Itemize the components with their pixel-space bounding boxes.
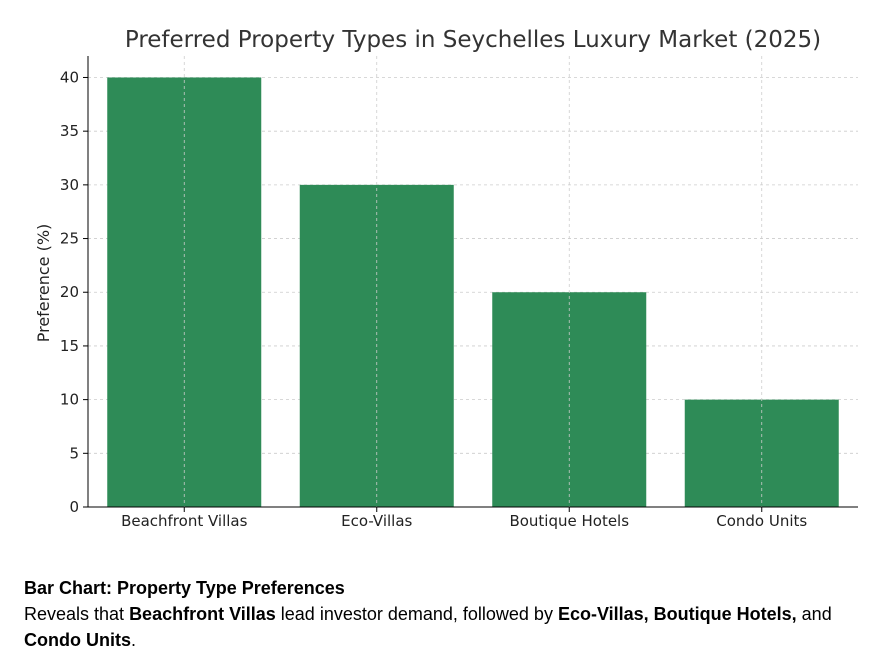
bar-chart: Preferred Property Types in Seychelles L…	[34, 27, 858, 530]
chart-caption: Bar Chart: Property Type Preferences Rev…	[24, 575, 854, 653]
y-tick-label: 35	[60, 122, 79, 140]
y-tick-label: 25	[60, 230, 79, 248]
axes	[83, 56, 858, 512]
x-tick-label: Eco-Villas	[341, 512, 412, 530]
caption-bold-1: Beachfront Villas	[129, 604, 276, 624]
y-tick-label: 0	[69, 498, 79, 516]
caption-text-1: Reveals that	[24, 604, 130, 624]
x-tick-label: Beachfront Villas	[121, 512, 248, 530]
caption-text-3: and	[796, 604, 832, 624]
x-tick-label: Boutique Hotels	[509, 512, 629, 530]
chart-title: Preferred Property Types in Seychelles L…	[125, 27, 821, 53]
y-tick-label: 10	[60, 391, 79, 409]
caption-body: Reveals that Beachfront Villas lead inve…	[24, 601, 854, 653]
x-tick-label: Condo Units	[716, 512, 807, 530]
caption-text-2: lead investor demand, followed by	[275, 604, 558, 624]
caption-text-4: .	[130, 630, 136, 650]
y-tick-label: 40	[60, 68, 79, 86]
y-axis-label: Preference (%)	[34, 224, 53, 343]
caption-bold-2: Eco-Villas, Boutique Hotels,	[557, 604, 797, 624]
caption-bold-3: Condo Units	[24, 630, 131, 650]
caption-heading: Bar Chart: Property Type Preferences	[24, 578, 345, 598]
y-tick-label: 30	[60, 176, 79, 194]
tick-labels: 0 5 10 15 20 25 30 35 40 Beachfront Villas Eco-Vil…	[60, 68, 808, 530]
x-grid-lines	[183, 56, 763, 507]
y-tick-label: 20	[60, 283, 79, 301]
y-tick-label: 15	[60, 337, 79, 355]
y-tick-label: 5	[69, 444, 79, 462]
